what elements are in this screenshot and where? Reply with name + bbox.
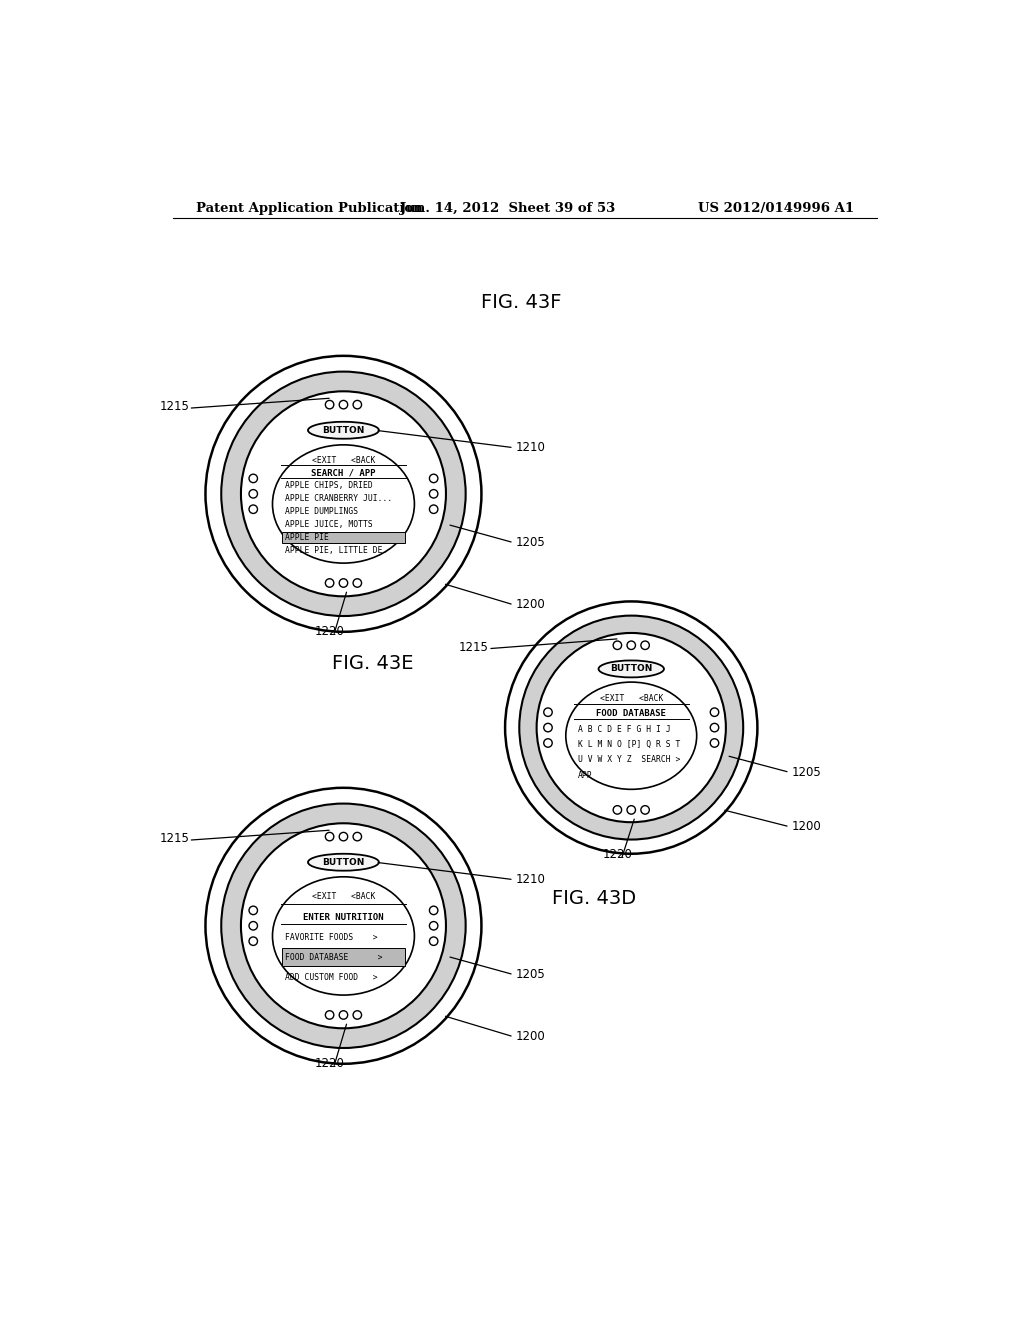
Ellipse shape — [272, 876, 415, 995]
Text: APPLE CHIPS, DRIED: APPLE CHIPS, DRIED — [286, 482, 373, 491]
Text: <EXIT   <BACK: <EXIT <BACK — [311, 455, 375, 465]
Text: BUTTON: BUTTON — [323, 426, 365, 434]
Text: BUTTON: BUTTON — [323, 858, 365, 867]
FancyBboxPatch shape — [282, 532, 406, 543]
Text: 1200: 1200 — [516, 598, 546, 611]
Text: APPLE PIE: APPLE PIE — [286, 533, 329, 541]
Text: 1220: 1220 — [314, 1056, 344, 1069]
Text: 1215: 1215 — [160, 400, 189, 413]
Text: 1210: 1210 — [516, 441, 546, 454]
Text: APPLE DUMPLINGS: APPLE DUMPLINGS — [286, 507, 358, 516]
Text: 1215: 1215 — [459, 640, 488, 653]
Text: FIG. 43E: FIG. 43E — [332, 653, 413, 673]
Text: APP: APP — [578, 771, 592, 780]
Text: 1220: 1220 — [314, 624, 344, 638]
Text: APPLE JUICE, MOTTS: APPLE JUICE, MOTTS — [286, 520, 373, 529]
Text: U V W X Y Z  SEARCH >: U V W X Y Z SEARCH > — [578, 755, 680, 764]
Text: APPLE PIE, LITTLE DE.: APPLE PIE, LITTLE DE. — [286, 545, 388, 554]
Ellipse shape — [241, 824, 446, 1028]
Text: FIG. 43F: FIG. 43F — [481, 293, 562, 313]
Text: ENTER NUTRITION: ENTER NUTRITION — [303, 912, 384, 921]
Ellipse shape — [598, 660, 664, 677]
Ellipse shape — [241, 391, 446, 597]
Text: 1205: 1205 — [516, 536, 546, 549]
Ellipse shape — [308, 854, 379, 871]
Text: 1205: 1205 — [792, 766, 822, 779]
Text: FAVORITE FOODS    >: FAVORITE FOODS > — [286, 933, 378, 941]
FancyBboxPatch shape — [282, 948, 406, 966]
Text: K L M N O [P] Q R S T: K L M N O [P] Q R S T — [578, 741, 680, 748]
Text: A B C D E F G H I J: A B C D E F G H I J — [578, 725, 670, 734]
Ellipse shape — [272, 445, 415, 564]
Text: FOOD DATABASE      >: FOOD DATABASE > — [286, 953, 383, 962]
Text: FOOD DATABASE: FOOD DATABASE — [596, 709, 667, 718]
Text: 1210: 1210 — [516, 873, 546, 886]
Ellipse shape — [566, 682, 696, 789]
Text: <EXIT   <BACK: <EXIT <BACK — [600, 694, 663, 704]
Text: 1200: 1200 — [516, 1031, 546, 1043]
Text: 1200: 1200 — [792, 820, 822, 833]
Ellipse shape — [519, 615, 743, 840]
Text: <EXIT   <BACK: <EXIT <BACK — [311, 892, 375, 902]
Text: Patent Application Publication: Patent Application Publication — [196, 202, 423, 215]
Text: ADD CUSTOM FOOD   >: ADD CUSTOM FOOD > — [286, 973, 378, 982]
Text: BUTTON: BUTTON — [610, 664, 652, 673]
Text: FIG. 43D: FIG. 43D — [552, 888, 637, 908]
Ellipse shape — [308, 422, 379, 438]
Ellipse shape — [221, 804, 466, 1048]
Text: 1220: 1220 — [602, 849, 633, 861]
Text: 1205: 1205 — [516, 968, 546, 981]
Text: Jun. 14, 2012  Sheet 39 of 53: Jun. 14, 2012 Sheet 39 of 53 — [400, 202, 615, 215]
Ellipse shape — [537, 634, 726, 822]
Text: SEARCH / APP: SEARCH / APP — [311, 469, 376, 478]
Ellipse shape — [221, 372, 466, 616]
Text: 1215: 1215 — [160, 832, 189, 845]
Text: APPLE CRANBERRY JUI...: APPLE CRANBERRY JUI... — [286, 494, 392, 503]
Text: US 2012/0149996 A1: US 2012/0149996 A1 — [698, 202, 854, 215]
